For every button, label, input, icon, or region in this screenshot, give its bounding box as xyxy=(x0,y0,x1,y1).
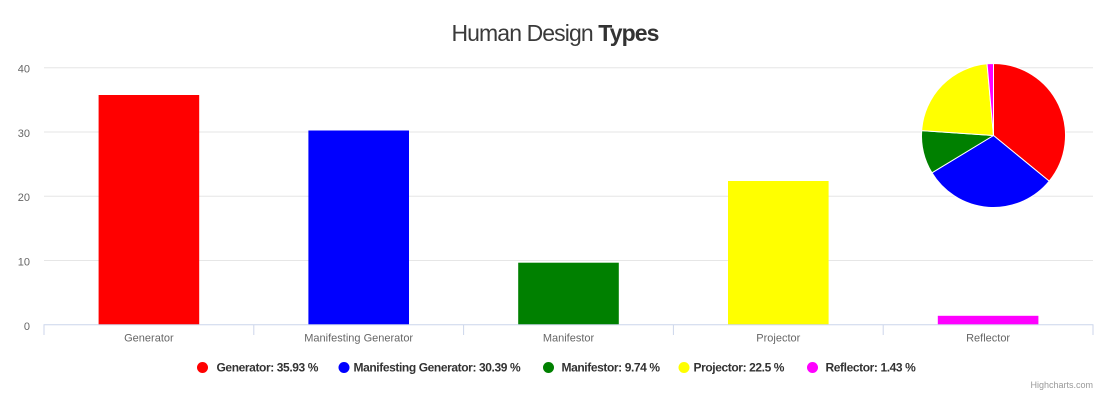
svg-text:Reflector: Reflector xyxy=(966,333,1010,345)
svg-text:Manifesting Generator: 30.39 %: Manifesting Generator: 30.39 % xyxy=(354,361,521,375)
svg-text:Reflector: 1.43 %: Reflector: 1.43 % xyxy=(826,361,917,375)
svg-text:10: 10 xyxy=(18,257,30,269)
svg-text:Highcharts.com: Highcharts.com xyxy=(1030,380,1093,390)
svg-text:Manifestor: Manifestor xyxy=(543,333,595,345)
svg-text:Manifesting Generator: Manifesting Generator xyxy=(304,333,413,345)
svg-text:Manifestor: 9.74 %: Manifestor: 9.74 % xyxy=(562,361,661,375)
svg-text:Generator: Generator xyxy=(124,333,174,345)
svg-text:30: 30 xyxy=(18,128,30,140)
svg-text:Projector: Projector xyxy=(756,333,800,345)
svg-text:Generator: 35.93 %: Generator: 35.93 % xyxy=(217,361,319,375)
svg-text:Human Design Types: Human Design Types xyxy=(451,20,658,46)
svg-text:0: 0 xyxy=(24,321,30,333)
svg-text:Projector: 22.5 %: Projector: 22.5 % xyxy=(694,361,785,375)
svg-text:20: 20 xyxy=(18,192,30,204)
svg-text:40: 40 xyxy=(18,64,30,76)
